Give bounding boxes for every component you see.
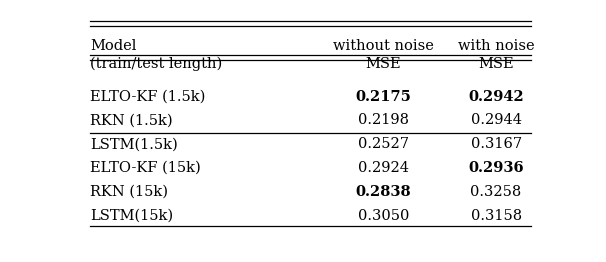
- Text: 0.2942: 0.2942: [468, 90, 524, 103]
- Text: 0.3050: 0.3050: [358, 209, 409, 223]
- Text: RKN (15k): RKN (15k): [90, 185, 168, 199]
- Text: 0.3158: 0.3158: [470, 209, 522, 223]
- Text: without noise
MSE: without noise MSE: [333, 39, 434, 71]
- Text: LSTM(15k): LSTM(15k): [90, 209, 173, 223]
- Text: with noise
MSE: with noise MSE: [458, 39, 534, 71]
- Text: Model
(train/test length): Model (train/test length): [90, 39, 222, 72]
- Text: 0.2838: 0.2838: [356, 185, 411, 199]
- Text: ELTO-KF (15k): ELTO-KF (15k): [90, 161, 201, 175]
- Text: 0.2198: 0.2198: [358, 113, 409, 127]
- Text: LSTM(1.5k): LSTM(1.5k): [90, 137, 178, 151]
- Text: RKN (1.5k): RKN (1.5k): [90, 113, 173, 127]
- Text: 0.3167: 0.3167: [470, 137, 522, 151]
- Text: 0.2936: 0.2936: [468, 161, 524, 175]
- Text: 0.2944: 0.2944: [471, 113, 522, 127]
- Text: 0.3258: 0.3258: [470, 185, 522, 199]
- Text: 0.2175: 0.2175: [356, 90, 411, 103]
- Text: 0.2527: 0.2527: [358, 137, 409, 151]
- Text: 0.2924: 0.2924: [358, 161, 409, 175]
- Text: ELTO-KF (1.5k): ELTO-KF (1.5k): [90, 90, 205, 103]
